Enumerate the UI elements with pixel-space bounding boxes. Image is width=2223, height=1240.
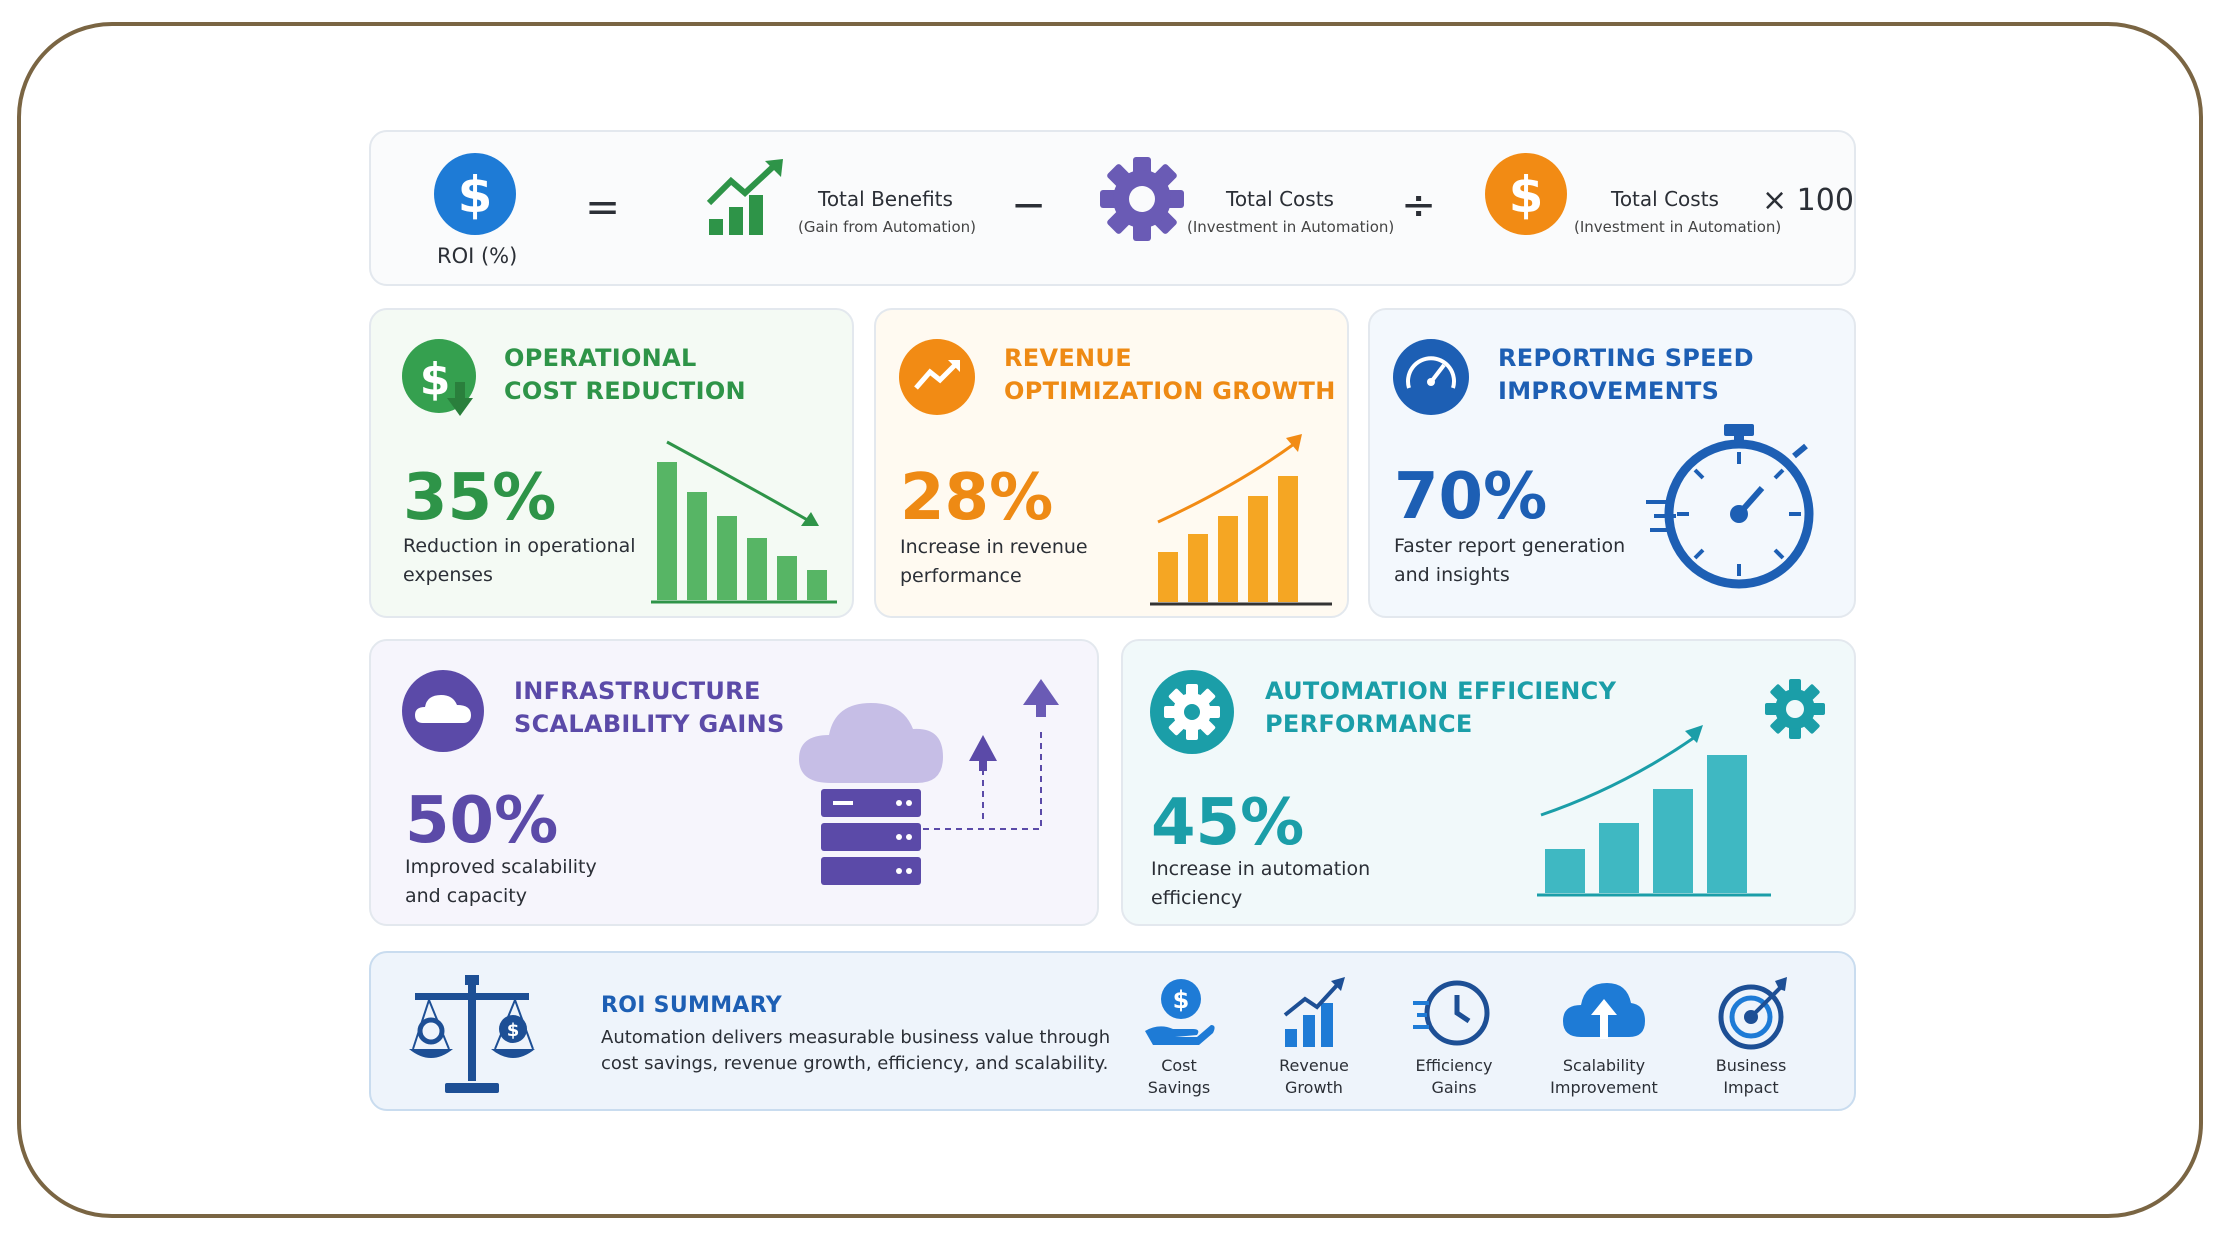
- summary-text-line2: cost savings, revenue growth, efficiency…: [601, 1053, 1109, 1074]
- infrastructure-desc-line1: Improved scalability: [405, 856, 597, 878]
- summary-item-efficiency-l2: Gains: [1431, 1078, 1477, 1097]
- revenue-title-line2: OPTIMIZATION GROWTH: [1004, 377, 1336, 405]
- card-infrastructure-scalability: INFRASTRUCTURE SCALABILITY GAINS 50% Imp…: [369, 639, 1099, 926]
- cloud-upload-icon: [1563, 983, 1645, 1039]
- costs-title: Total Costs: [1226, 187, 1334, 211]
- benefits-title: Total Benefits: [818, 187, 953, 211]
- divide-sign: ÷: [1401, 180, 1437, 229]
- speedometer-icon: [1393, 339, 1469, 415]
- gear-circle-icon: [1150, 670, 1234, 754]
- infrastructure-title-line1: INFRASTRUCTURE: [514, 677, 761, 705]
- summary-title: ROI SUMMARY: [601, 993, 782, 1018]
- automation-title-line1: AUTOMATION EFFICIENCY: [1265, 677, 1617, 705]
- reporting-title-line1: REPORTING SPEED: [1498, 344, 1754, 372]
- bar-growth-icon: [1283, 977, 1345, 1047]
- svg-text:$: $: [458, 166, 493, 224]
- decline-bars-illustration: [651, 440, 837, 604]
- reporting-title-line2: IMPROVEMENTS: [1498, 377, 1720, 405]
- roi-summary-bar: $ ROI SUMMARY Automation delivers measur…: [369, 951, 1856, 1111]
- reporting-desc-line1: Faster report generation: [1394, 535, 1626, 557]
- revenue-title-line1: REVENUE: [1004, 344, 1132, 372]
- summary-item-scalability-l2: Improvement: [1550, 1078, 1658, 1097]
- revenue-desc-line1: Increase in revenue: [900, 536, 1088, 558]
- summary-item-cost-l2: Savings: [1147, 1078, 1211, 1097]
- balance-scale-icon: $: [409, 975, 535, 1093]
- card-reporting-speed: REPORTING SPEED IMPROVEMENTS 70% Faster …: [1368, 308, 1856, 618]
- growth-chart-icon: [706, 159, 783, 235]
- revenue-value: 28%: [900, 461, 1054, 535]
- summary-item-impact-l1: Business: [1715, 1056, 1787, 1075]
- gear-icon: [1100, 157, 1184, 241]
- clock-icon: [1413, 980, 1490, 1046]
- card-revenue-growth: REVENUE OPTIMIZATION GROWTH 28% Increase…: [874, 308, 1349, 618]
- target-icon: [1718, 977, 1787, 1050]
- summary-item-cost-l1: Cost: [1161, 1056, 1197, 1075]
- svg-text:$: $: [420, 354, 451, 405]
- growth-bars-illustration: [1150, 434, 1332, 606]
- reporting-desc-line2: and insights: [1394, 564, 1510, 586]
- operational-desc-line1: Reduction in operational: [403, 535, 636, 557]
- times-hundred: × 100: [1762, 183, 1854, 218]
- automation-value: 45%: [1151, 786, 1305, 860]
- operational-desc-line2: expenses: [403, 564, 493, 586]
- operational-title-line1: OPERATIONAL: [504, 344, 697, 372]
- efficiency-bars-illustration: [1537, 679, 1825, 897]
- roi-dollar-icon: $: [434, 153, 516, 235]
- revenue-desc-line2: performance: [900, 565, 1022, 587]
- costs-subtitle: (Investment in Automation): [1187, 218, 1395, 236]
- svg-text:$: $: [1509, 166, 1544, 224]
- automation-desc-line1: Increase in automation: [1151, 858, 1371, 880]
- costs2-title: Total Costs: [1611, 187, 1719, 211]
- summary-text-line1: Automation delivers measurable business …: [601, 1027, 1111, 1048]
- summary-item-impact-l2: Impact: [1723, 1078, 1779, 1097]
- summary-item-revenue-l2: Growth: [1285, 1078, 1343, 1097]
- roi-label: ROI (%): [437, 244, 518, 268]
- automation-title-line2: PERFORMANCE: [1265, 710, 1473, 738]
- costs-dollar-icon: $: [1485, 153, 1567, 235]
- operational-title-line2: COST REDUCTION: [504, 377, 746, 405]
- infrastructure-value: 50%: [405, 784, 559, 858]
- summary-item-efficiency-l1: Efficiency: [1415, 1056, 1493, 1075]
- costs2-subtitle: (Investment in Automation): [1574, 218, 1782, 236]
- card-operational-cost: $ OPERATIONAL COST REDUCTION 35% Reducti…: [369, 308, 854, 618]
- automation-desc-line2: efficiency: [1151, 887, 1243, 909]
- reporting-value: 70%: [1394, 460, 1548, 534]
- operational-value: 35%: [403, 461, 557, 535]
- card-automation-efficiency: AUTOMATION EFFICIENCY PERFORMANCE 45% In…: [1121, 639, 1856, 926]
- infrastructure-title-line2: SCALABILITY GAINS: [514, 710, 785, 738]
- hand-dollar-icon: $: [1145, 979, 1215, 1045]
- summary-item-revenue-l1: Revenue: [1279, 1056, 1349, 1075]
- svg-text:$: $: [507, 1020, 520, 1041]
- infrastructure-desc-line2: and capacity: [405, 885, 527, 907]
- benefits-subtitle: (Gain from Automation): [798, 218, 977, 236]
- trend-up-icon: [899, 339, 975, 415]
- dollar-down-icon: $: [402, 339, 476, 416]
- summary-item-scalability-l1: Scalability: [1562, 1056, 1646, 1075]
- equals-sign: =: [585, 182, 621, 231]
- cloud-server-illustration: [799, 679, 1059, 885]
- roi-formula-bar: $ ROI (%) = Total Benefits (Gain from Au…: [369, 130, 1856, 286]
- stopwatch-illustration: [1646, 424, 1814, 589]
- minus-sign: −: [1011, 180, 1047, 229]
- cloud-icon: [402, 670, 484, 752]
- svg-text:$: $: [1173, 986, 1190, 1014]
